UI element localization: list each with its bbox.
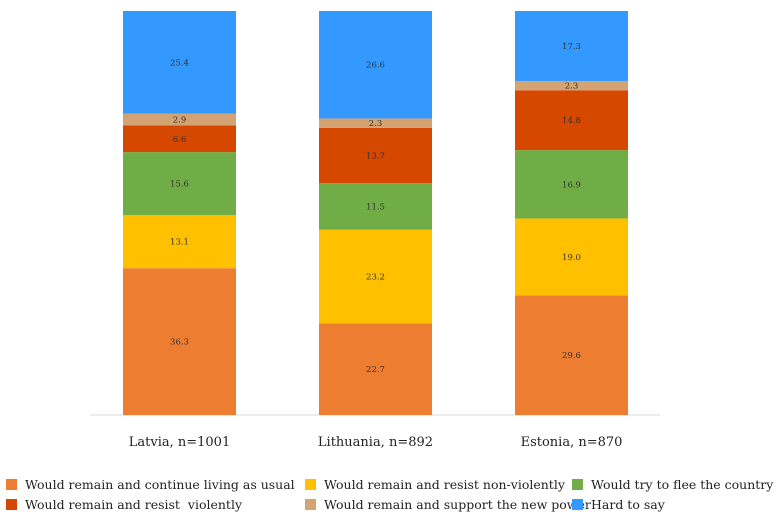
legend: Would remain and continue living as usua… — [6, 474, 781, 514]
legend-label-flee-country: Would try to flee the country — [591, 476, 774, 492]
data-label-latvia-n-1001-would-remain-and-continue-living-as-usual: 36.3 — [170, 338, 189, 348]
bar-segment-latvia-n-1001-would-remain-and-resist-non-violently — [123, 215, 236, 269]
legend-label-hard-to-say: Hard to say — [591, 496, 665, 512]
data-label-latvia-n-1001-would-try-to-flee-the-country: 15.6 — [170, 180, 189, 190]
legend-swatch-hard-to-say — [572, 498, 583, 510]
data-label-lithuania-n-892-would-remain-and-support-the-new-power: 2.3 — [369, 119, 383, 129]
data-label-estonia-n-870-hard-to-say: 17.3 — [562, 42, 581, 52]
bar-segment-estonia-n-870-would-remain-and-resist-violently — [515, 90, 628, 151]
legend-swatch-support-new-power — [305, 498, 316, 510]
bar-segment-latvia-n-1001-would-remain-and-resist-violently — [123, 125, 236, 153]
bar-segment-latvia-n-1001-would-remain-and-support-the-new-power — [123, 113, 236, 126]
legend-item-support-new-power: Would remain and support the new power — [305, 497, 591, 512]
bar-segment-estonia-n-870-would-remain-and-continue-living-as-usual — [515, 295, 628, 415]
bar-segment-estonia-n-870-hard-to-say — [515, 11, 628, 81]
bar-segment-latvia-n-1001-would-remain-and-continue-living-as-usual — [123, 268, 236, 415]
legend-item-resist-violently: Would remain and resist violently — [6, 497, 305, 512]
bar-segment-lithuania-n-892-would-remain-and-resist-violently — [319, 127, 432, 184]
legend-item-hard-to-say: Hard to say — [572, 497, 665, 512]
bar-segment-lithuania-n-892-would-remain-and-support-the-new-power — [319, 118, 432, 128]
data-label-lithuania-n-892-would-try-to-flee-the-country: 11.5 — [366, 202, 385, 212]
data-label-latvia-n-1001-would-remain-and-resist-non-violently: 13.1 — [170, 238, 189, 248]
bar-segment-lithuania-n-892-would-remain-and-resist-non-violently — [319, 229, 432, 324]
bar-segment-lithuania-n-892-hard-to-say — [319, 11, 432, 119]
data-label-lithuania-n-892-would-remain-and-continue-living-as-usual: 22.7 — [366, 365, 385, 375]
category-labels: Latvia, n=1001 Lithuania, n=892 Estonia, n… — [129, 435, 623, 450]
legend-swatch-resist-nonviolently — [305, 478, 316, 490]
legend-swatch-continue-living — [6, 478, 17, 490]
category-label-latvia-n-1001: Latvia, n=1001 — [129, 435, 230, 450]
bar-segment-estonia-n-870-would-remain-and-resist-non-violently — [515, 218, 628, 296]
stacked-bar-chart: 36.3 13.1 15.6 6.6 2.9 25.4 22.7 23.2 11.5 13.7 2.… — [90, 11, 660, 450]
bar-segment-estonia-n-870-would-try-to-flee-the-country — [515, 150, 628, 219]
legend-item-flee-country: Would try to flee the country — [572, 477, 773, 492]
bar-segment-latvia-n-1001-would-try-to-flee-the-country — [123, 152, 236, 216]
legend-label-resist-violently: Would remain and resist violently — [25, 496, 243, 512]
legend-row-1: Would remain and continue living as usua… — [6, 474, 781, 494]
data-label-estonia-n-870-would-try-to-flee-the-country: 16.9 — [562, 180, 581, 190]
bar-segment-estonia-n-870-would-remain-and-support-the-new-power — [515, 80, 628, 91]
category-label-lithuania-n-892: Lithuania, n=892 — [318, 435, 433, 450]
data-label-estonia-n-870-would-remain-and-continue-living-as-usual: 29.6 — [562, 351, 581, 361]
data-label-estonia-n-870-would-remain-and-resist-non-violently: 19.0 — [562, 253, 581, 263]
data-label-estonia-n-870-would-remain-and-resist-violently: 14.8 — [562, 116, 581, 126]
legend-label-continue-living: Would remain and continue living as usua… — [25, 476, 295, 492]
legend-row-2: Would remain and resist violently Would … — [6, 494, 781, 514]
data-label-lithuania-n-892-would-remain-and-resist-violently: 13.7 — [366, 151, 385, 161]
bars-group: 36.3 13.1 15.6 6.6 2.9 25.4 22.7 23.2 11.5 13.7 2.… — [123, 11, 628, 415]
category-label-estonia-n-870: Estonia, n=870 — [521, 435, 623, 450]
legend-item-continue-living: Would remain and continue living as usua… — [6, 477, 305, 492]
data-label-lithuania-n-892-would-remain-and-resist-non-violently: 23.2 — [366, 272, 385, 282]
bar-segment-lithuania-n-892-would-remain-and-continue-living-as-usual — [319, 323, 432, 415]
bar-segment-latvia-n-1001-hard-to-say — [123, 11, 236, 114]
data-label-lithuania-n-892-hard-to-say: 26.6 — [366, 61, 385, 71]
legend-label-support-new-power: Would remain and support the new power — [324, 496, 591, 512]
legend-swatch-flee-country — [572, 478, 583, 490]
bar-segment-lithuania-n-892-would-try-to-flee-the-country — [319, 183, 432, 230]
legend-swatch-resist-violently — [6, 498, 17, 510]
data-label-latvia-n-1001-would-remain-and-resist-violently: 6.6 — [173, 135, 187, 145]
legend-label-resist-nonviolently: Would remain and resist non-violently — [324, 476, 565, 492]
legend-item-resist-nonviolently: Would remain and resist non-violently — [305, 477, 572, 492]
data-label-estonia-n-870-would-remain-and-support-the-new-power: 2.3 — [565, 82, 579, 92]
data-label-latvia-n-1001-hard-to-say: 25.4 — [170, 58, 189, 68]
data-label-latvia-n-1001-would-remain-and-support-the-new-power: 2.9 — [173, 116, 187, 126]
